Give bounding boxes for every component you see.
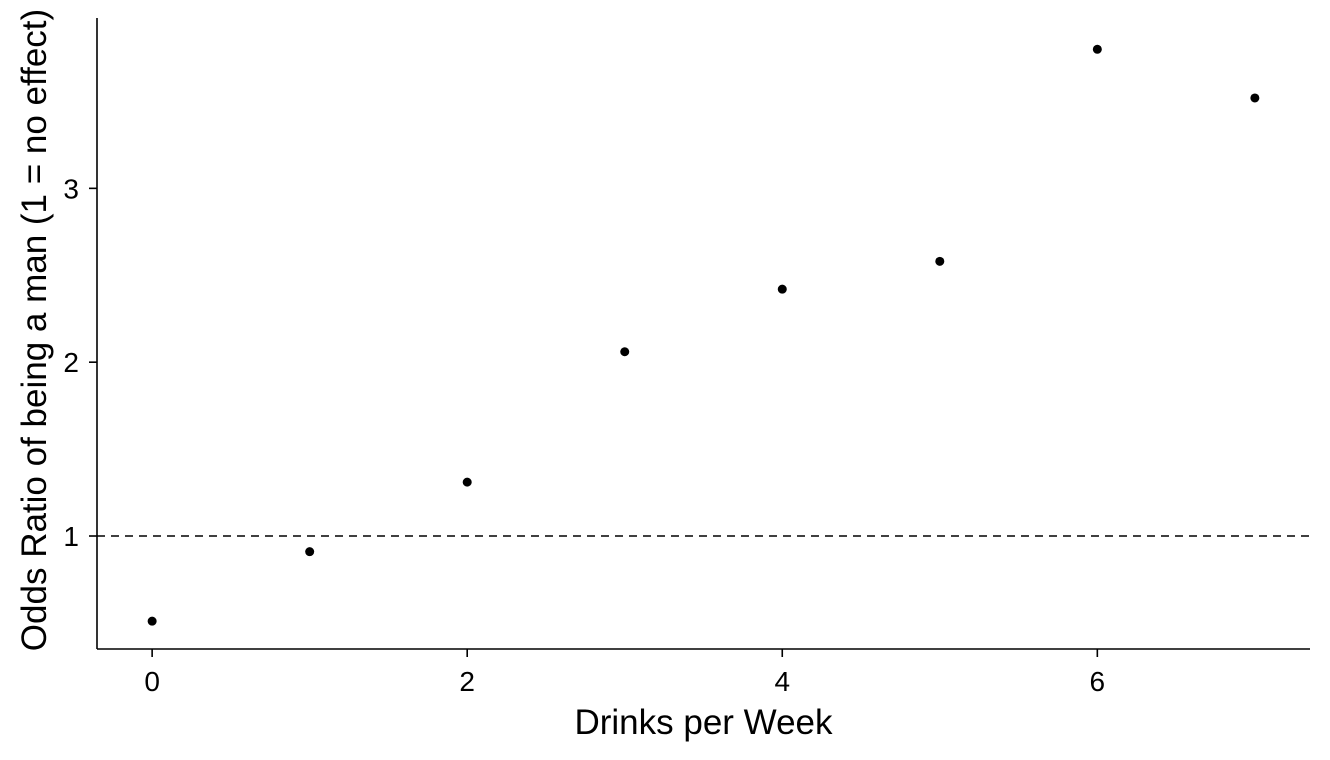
- data-point: [620, 347, 630, 357]
- x-axis-title: Drinks per Week: [574, 703, 833, 742]
- x-tick-label: 4: [774, 666, 790, 697]
- data-point: [1092, 44, 1102, 54]
- y-tick-label: 1: [63, 521, 79, 552]
- data-point: [1250, 93, 1260, 103]
- y-tick-label: 2: [63, 347, 79, 378]
- x-tick-label: 0: [144, 666, 160, 697]
- axes-layer: [96, 18, 1310, 650]
- data-point: [462, 477, 472, 487]
- data-point: [305, 547, 315, 557]
- data-point: [935, 256, 945, 266]
- ticks-layer: 0 2 4 6 1 2 3: [63, 173, 1105, 697]
- x-tick-label: 6: [1090, 666, 1106, 697]
- y-axis-title: Odds Ratio of being a man (1 = no effect…: [15, 9, 54, 651]
- x-tick-label: 2: [459, 666, 475, 697]
- data-points-layer: [147, 44, 1260, 626]
- y-tick-label: 3: [63, 173, 79, 204]
- data-point: [147, 616, 157, 626]
- data-point: [777, 284, 787, 294]
